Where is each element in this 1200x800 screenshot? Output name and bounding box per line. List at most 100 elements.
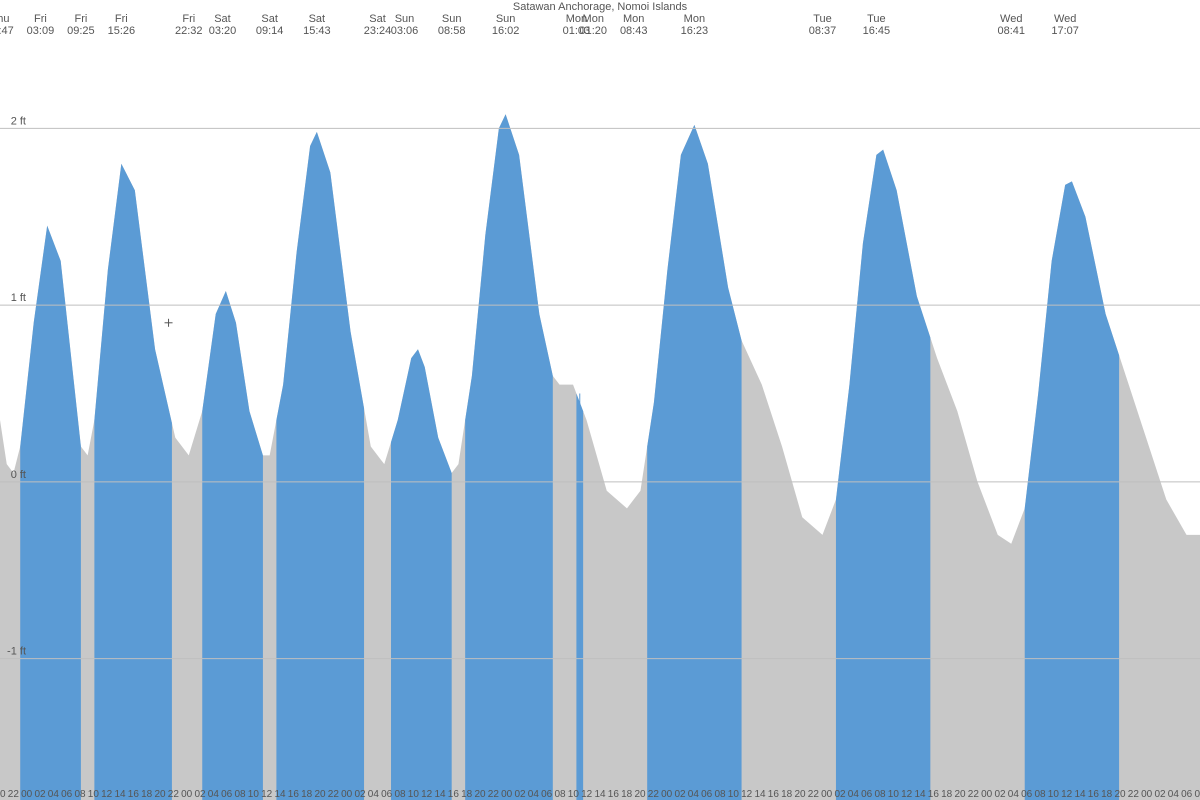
top-label-day: Fri bbox=[115, 13, 128, 25]
x-tick-label: 16 bbox=[1088, 789, 1100, 800]
x-tick-label: 10 bbox=[88, 789, 100, 800]
top-label-time: 09:25 bbox=[67, 25, 95, 37]
top-label-day: Thu bbox=[0, 13, 9, 25]
top-label-day: Mon bbox=[583, 13, 604, 25]
x-tick-label: 10 bbox=[1048, 789, 1060, 800]
top-label-time: 03:09 bbox=[27, 25, 55, 37]
x-tick-label: 22 bbox=[8, 789, 20, 800]
x-tick-label: 20 bbox=[634, 789, 646, 800]
x-tick-label: 22 bbox=[328, 789, 340, 800]
tide-band-blue bbox=[1025, 181, 1119, 800]
top-label-day: Wed bbox=[1000, 13, 1022, 25]
top-label-time: 08:41 bbox=[997, 25, 1025, 37]
x-tick-label: 10 bbox=[408, 789, 420, 800]
x-tick-label: 20 bbox=[0, 789, 6, 800]
x-tick-label: 04 bbox=[848, 789, 860, 800]
x-tick-label: 14 bbox=[114, 789, 126, 800]
x-tick-label: 02 bbox=[834, 789, 846, 800]
x-tick-label: 08 bbox=[234, 789, 246, 800]
x-tick-label: 18 bbox=[941, 789, 953, 800]
x-tick-label: 14 bbox=[914, 789, 926, 800]
top-label-time: 22:32 bbox=[175, 25, 203, 37]
x-tick-label: 02 bbox=[1154, 789, 1166, 800]
x-tick-label: 12 bbox=[101, 789, 113, 800]
x-tick-label: 08 bbox=[1034, 789, 1046, 800]
top-label-day: Sat bbox=[309, 13, 326, 25]
x-tick-label: 22 bbox=[168, 789, 180, 800]
tide-band-blue bbox=[276, 132, 364, 800]
y-tick-label: 0 ft bbox=[11, 469, 26, 481]
x-tick-label: 20 bbox=[314, 789, 326, 800]
x-tick-label: 04 bbox=[528, 789, 540, 800]
x-tick-label: 12 bbox=[741, 789, 753, 800]
tide-band-blue bbox=[20, 226, 81, 800]
x-tick-label: 08 bbox=[714, 789, 726, 800]
x-tick-label: 04 bbox=[368, 789, 380, 800]
tide-band-blue bbox=[465, 114, 553, 800]
tide-band-blue bbox=[202, 291, 263, 800]
top-label-time: 03:06 bbox=[391, 25, 419, 37]
x-tick-label: 12 bbox=[1061, 789, 1073, 800]
x-tick-label: 22 bbox=[488, 789, 500, 800]
x-tick-label: 00 bbox=[341, 789, 353, 800]
x-tick-label: 10 bbox=[568, 789, 580, 800]
x-tick-label: 16 bbox=[448, 789, 460, 800]
x-tick-label: 06 bbox=[861, 789, 873, 800]
tide-band-blue bbox=[391, 349, 452, 800]
x-tick-label: 06 bbox=[1021, 789, 1033, 800]
top-label-day: Fri bbox=[74, 13, 87, 25]
x-tick-label: 12 bbox=[421, 789, 433, 800]
top-label-day: Sat bbox=[261, 13, 278, 25]
x-tick-label: 14 bbox=[1074, 789, 1086, 800]
top-label-time: 09:14 bbox=[256, 25, 284, 37]
x-tick-label: 10 bbox=[728, 789, 740, 800]
top-label-time: 23:24 bbox=[364, 25, 392, 37]
x-tick-label: 00 bbox=[501, 789, 513, 800]
tide-area-gray bbox=[0, 114, 1200, 800]
top-label-time: 17:07 bbox=[1051, 25, 1079, 37]
tide-band-blue bbox=[836, 150, 930, 800]
x-tick-label: 08 bbox=[74, 789, 86, 800]
x-tick-label: 04 bbox=[208, 789, 220, 800]
x-tick-label: 22 bbox=[1128, 789, 1140, 800]
top-label-time: 16:45 bbox=[863, 25, 891, 37]
top-label-time: 15:43 bbox=[303, 25, 331, 37]
tide-chart: -1 ft0 ft1 ft2 ftSatawan Anchorage, Nomo… bbox=[0, 0, 1200, 800]
x-tick-label: 20 bbox=[954, 789, 966, 800]
x-tick-label: 12 bbox=[261, 789, 273, 800]
x-tick-label: 02 bbox=[674, 789, 686, 800]
x-tick-label: 06 bbox=[1181, 789, 1193, 800]
top-label-time: 16:23 bbox=[681, 25, 709, 37]
top-label-day: Wed bbox=[1054, 13, 1076, 25]
top-label-day: Tue bbox=[813, 13, 832, 25]
top-label-day: Tue bbox=[867, 13, 886, 25]
top-label-day: Mon bbox=[623, 13, 644, 25]
x-tick-label: 12 bbox=[901, 789, 913, 800]
x-tick-label: 00 bbox=[981, 789, 993, 800]
x-tick-label: 06 bbox=[381, 789, 393, 800]
top-label-time: 08:58 bbox=[438, 25, 466, 37]
x-tick-label: 02 bbox=[34, 789, 46, 800]
x-tick-label: 20 bbox=[474, 789, 486, 800]
x-tick-label: 18 bbox=[621, 789, 633, 800]
x-tick-label: 08 bbox=[1194, 789, 1200, 800]
top-label-time: 08:37 bbox=[809, 25, 837, 37]
x-tick-label: 10 bbox=[248, 789, 260, 800]
x-tick-label: 16 bbox=[608, 789, 620, 800]
top-label-day: Sun bbox=[496, 13, 516, 25]
x-tick-label: 04 bbox=[48, 789, 60, 800]
x-tick-label: 00 bbox=[21, 789, 33, 800]
x-tick-label: 02 bbox=[354, 789, 366, 800]
x-tick-label: 22 bbox=[648, 789, 660, 800]
x-tick-label: 20 bbox=[794, 789, 806, 800]
top-label-time: 01:20 bbox=[579, 25, 607, 37]
top-label-time: 21:47 bbox=[0, 25, 14, 37]
x-tick-label: 02 bbox=[514, 789, 526, 800]
x-tick-label: 08 bbox=[554, 789, 566, 800]
top-label-day: Sun bbox=[395, 13, 415, 25]
chart-title: Satawan Anchorage, Nomoi Islands bbox=[513, 1, 688, 13]
top-label-time: 15:26 bbox=[108, 25, 136, 37]
x-tick-label: 16 bbox=[928, 789, 940, 800]
x-tick-label: 14 bbox=[434, 789, 446, 800]
x-tick-label: 22 bbox=[968, 789, 980, 800]
